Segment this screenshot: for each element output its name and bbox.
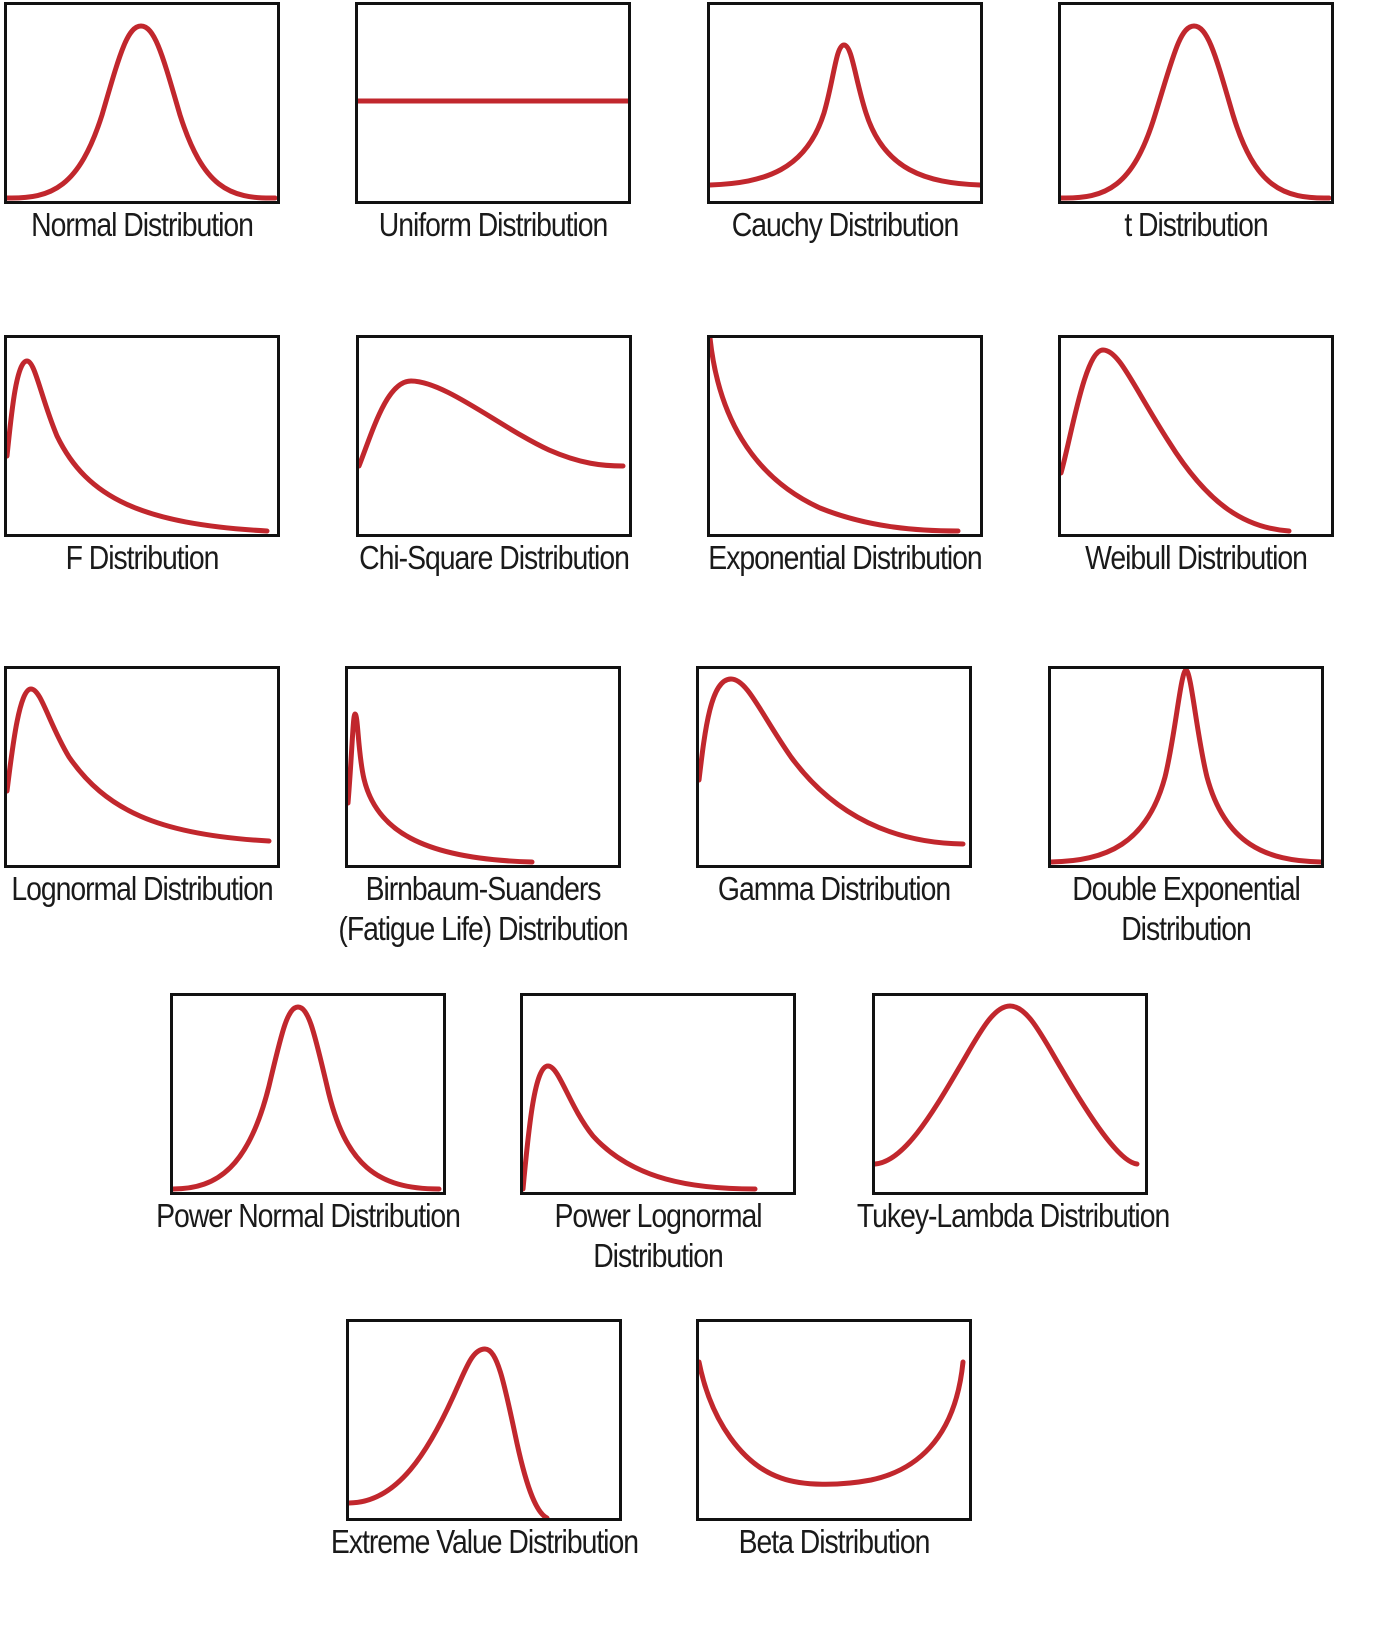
density-plot-f	[7, 358, 270, 534]
density-plot-birnbaum-saunders	[348, 711, 535, 865]
panel-label-uniform: Uniform Distribution	[340, 205, 646, 245]
plot-frame-exponential	[707, 335, 983, 537]
label-line: (Fatigue Life) Distribution	[338, 910, 628, 947]
density-plot-weibull	[1061, 347, 1292, 534]
label-line: Beta Distribution	[738, 1523, 931, 1560]
panel-label-f: F Distribution	[0, 538, 295, 578]
density-curve-cauchy	[710, 42, 980, 188]
plot-frame-f	[4, 335, 280, 537]
density-curve-gamma	[699, 676, 966, 847]
plot-frame-lognormal	[4, 666, 280, 868]
density-curve-double-exponential	[1051, 669, 1321, 865]
panel-label-tukey-lambda: Tukey-Lambda Distribution	[856, 1196, 1170, 1236]
density-curve-tukey-lambda	[875, 1003, 1140, 1167]
plot-frame-birnbaum-saunders	[345, 666, 621, 868]
label-line: Double Exponential	[1072, 870, 1301, 907]
plot-frame-weibull	[1058, 335, 1334, 537]
density-plot-lognormal	[7, 686, 272, 844]
density-curve-power-lognormal	[523, 1063, 758, 1192]
plot-frame-power-lognormal	[520, 993, 796, 1195]
density-plot-beta	[699, 1359, 966, 1487]
panel-label-normal: Normal Distribution	[0, 205, 295, 245]
density-plot-uniform	[358, 98, 628, 104]
panel-label-double-exponential: Double Exponential Distribution	[1033, 869, 1339, 949]
plot-frame-tukey-lambda	[872, 993, 1148, 1195]
label-line: Power Lognormal	[554, 1197, 763, 1234]
density-plot-power-lognormal	[523, 1063, 758, 1192]
density-curve-normal	[7, 23, 277, 201]
density-plot-power-normal	[173, 1004, 442, 1192]
label-line: Power Normal Distribution	[156, 1197, 461, 1234]
label-line: Chi-Square Distribution	[359, 539, 630, 576]
density-curve-extreme-value	[349, 1346, 550, 1518]
density-curve-beta	[699, 1359, 966, 1487]
plot-frame-normal	[4, 2, 280, 204]
plot-frame-gamma	[696, 666, 972, 868]
density-plot-gamma	[699, 676, 966, 847]
label-line: Distribution	[593, 1237, 724, 1274]
density-curve-birnbaum-saunders	[348, 711, 535, 865]
density-plot-t	[1061, 23, 1331, 201]
density-curve-f	[7, 358, 270, 534]
density-curve-power-normal	[173, 1004, 442, 1192]
panel-label-birnbaum-saunders: Birnbaum-Suanders (Fatigue Life) Distribu…	[330, 869, 636, 949]
density-plot-cauchy	[710, 42, 980, 188]
density-plot-exponential	[710, 338, 961, 534]
panel-label-t: t Distribution	[1043, 205, 1349, 245]
panel-label-exponential: Exponential Distribution	[692, 538, 998, 578]
plot-frame-cauchy	[707, 2, 983, 204]
density-curve-exponential	[710, 338, 961, 534]
density-plot-chi-square	[359, 378, 626, 469]
density-curve-weibull	[1061, 347, 1292, 534]
density-curve-chi-square	[359, 378, 626, 469]
density-curve-t	[1061, 23, 1331, 201]
label-line: Weibull Distribution	[1085, 539, 1308, 576]
panel-label-power-normal: Power Normal Distribution	[155, 1196, 461, 1236]
label-line: Normal Distribution	[31, 206, 254, 243]
panel-label-power-lognormal: Power Lognormal Distribution	[505, 1196, 811, 1276]
label-line: Tukey-Lambda Distribution	[856, 1197, 1170, 1234]
label-line: Lognormal Distribution	[11, 870, 273, 907]
panel-label-chi-square: Chi-Square Distribution	[341, 538, 647, 578]
label-line: Extreme Value Distribution	[330, 1523, 639, 1560]
plot-frame-beta	[696, 1319, 972, 1521]
plot-frame-double-exponential	[1048, 666, 1324, 868]
plot-frame-power-normal	[170, 993, 446, 1195]
label-line: Distribution	[1121, 910, 1252, 947]
plot-frame-chi-square	[356, 335, 632, 537]
panel-label-cauchy: Cauchy Distribution	[692, 205, 998, 245]
label-line: Gamma Distribution	[717, 870, 951, 907]
label-line: Uniform Distribution	[378, 206, 609, 243]
density-plot-tukey-lambda	[875, 1003, 1140, 1167]
plot-frame-t	[1058, 2, 1334, 204]
label-line: Birnbaum-Suanders	[365, 870, 602, 907]
label-line: Cauchy Distribution	[731, 206, 959, 243]
label-line: F Distribution	[65, 539, 220, 576]
panel-label-gamma: Gamma Distribution	[681, 869, 987, 909]
plot-frame-uniform	[355, 2, 631, 204]
density-plot-double-exponential	[1051, 669, 1321, 865]
panel-label-lognormal: Lognormal Distribution	[0, 869, 295, 909]
label-line: t Distribution	[1124, 206, 1268, 243]
plot-frame-extreme-value	[346, 1319, 622, 1521]
panel-label-extreme-value: Extreme Value Distribution	[330, 1522, 639, 1562]
density-plot-normal	[7, 23, 277, 201]
panel-label-beta: Beta Distribution	[681, 1522, 987, 1562]
panel-label-weibull: Weibull Distribution	[1043, 538, 1349, 578]
density-plot-extreme-value	[349, 1346, 550, 1518]
label-line: Exponential Distribution	[708, 539, 982, 576]
density-curve-lognormal	[7, 686, 272, 844]
